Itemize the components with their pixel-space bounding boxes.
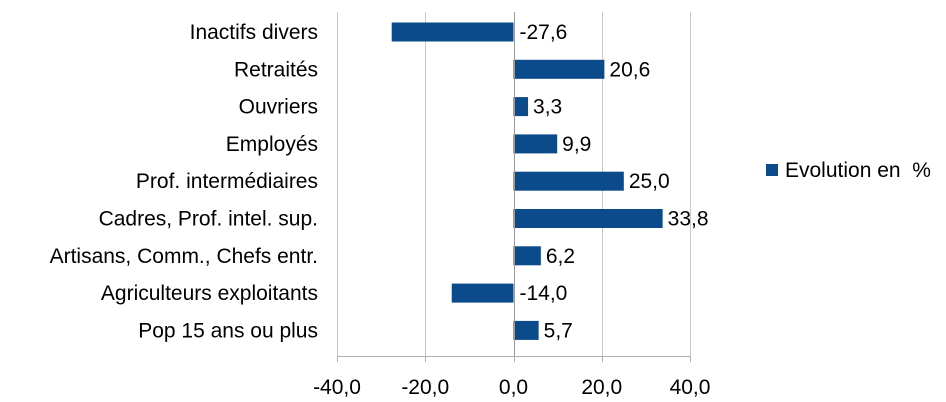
value-label: 25,0 xyxy=(629,170,670,193)
value-label: 20,6 xyxy=(609,58,650,81)
bar xyxy=(513,320,539,340)
value-label: 5,7 xyxy=(544,319,573,342)
category-label: Artisans, Comm., Chefs entr. xyxy=(50,245,318,268)
bar-series xyxy=(391,12,663,356)
x-tick-label: 0,0 xyxy=(499,376,528,399)
value-label: 33,8 xyxy=(668,208,709,231)
bar xyxy=(513,97,529,117)
bar xyxy=(451,283,514,303)
bar xyxy=(513,171,624,191)
bar xyxy=(513,209,663,228)
category-label: Pop 15 ans ou plus xyxy=(138,319,318,342)
x-tick-label: -20,0 xyxy=(401,376,449,399)
category-label: Ouvriers xyxy=(239,96,318,119)
category-label: Employés xyxy=(226,133,318,156)
legend-label: Evolution en % xyxy=(785,159,931,182)
x-axis-tick-labels: -40,0 -20,0 0,0 20,0 40,0 xyxy=(313,376,710,399)
bar xyxy=(513,59,605,79)
bar xyxy=(513,134,558,154)
category-label: Retraités xyxy=(234,58,318,81)
category-label: Cadres, Prof. intel. sup. xyxy=(99,208,318,231)
bar xyxy=(391,22,514,42)
category-label: Prof. intermédiaires xyxy=(136,170,318,193)
legend-swatch xyxy=(766,164,778,176)
value-label: 6,2 xyxy=(546,245,575,268)
value-label: -14,0 xyxy=(520,282,568,305)
x-tick-label: 20,0 xyxy=(581,376,622,399)
x-tick-label: -40,0 xyxy=(313,376,361,399)
category-labels: Inactifs divers Retraités Ouvriers Employés… xyxy=(50,21,318,342)
value-label: 9,9 xyxy=(562,133,591,156)
legend: Evolution en % xyxy=(766,159,931,182)
category-label: Inactifs divers xyxy=(190,21,318,44)
value-label: -27,6 xyxy=(520,21,568,44)
bar xyxy=(513,246,541,266)
x-tick-label: 40,0 xyxy=(670,376,711,399)
value-label: 3,3 xyxy=(533,96,562,119)
value-labels: -27,6 20,6 3,39,9 25,0 33,8 6,2 -14,0 5,7 xyxy=(520,21,709,342)
category-label: Agriculteurs exploitants xyxy=(101,282,318,305)
